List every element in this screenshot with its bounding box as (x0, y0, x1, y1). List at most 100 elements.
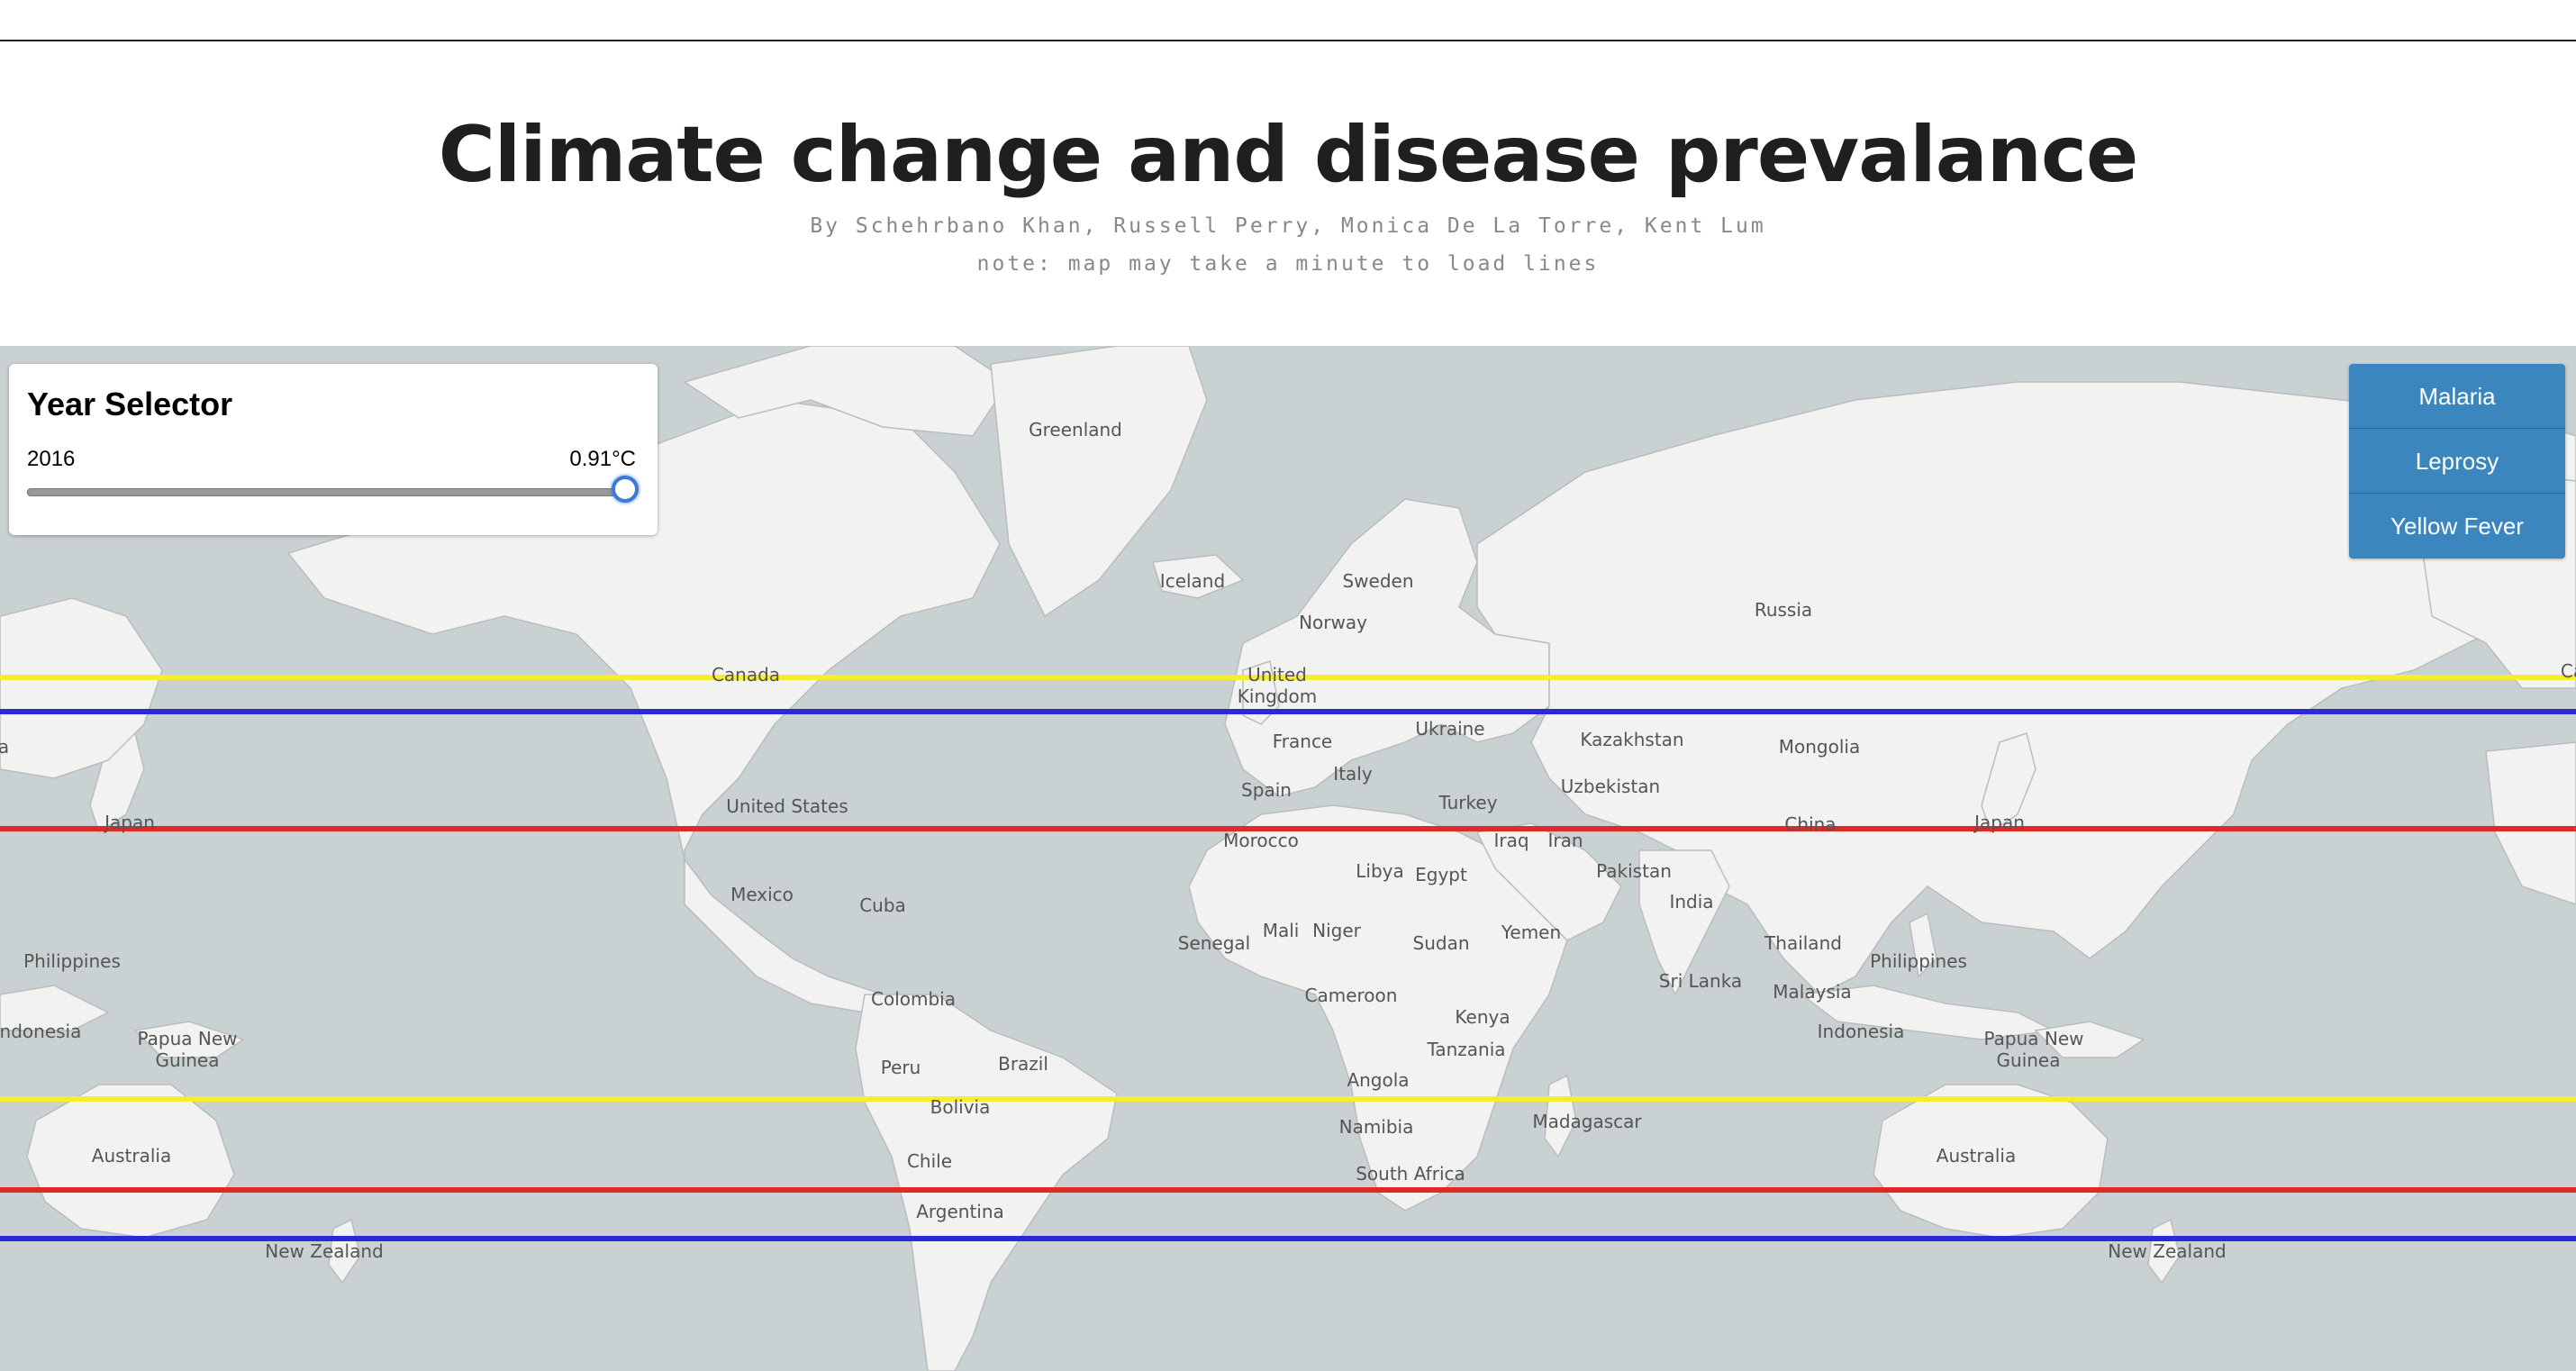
country-label: Ukraine (1415, 718, 1484, 740)
land-indonesia-west (0, 985, 110, 1031)
country-label: Iceland (1160, 570, 1225, 592)
land-png-west (133, 1021, 245, 1058)
country-label: Mongolia (1779, 736, 1860, 758)
loading-note: note: map may take a minute to load line… (976, 252, 1600, 276)
country-label-wrapped: Guinea (156, 1049, 220, 1071)
country-label: China (1784, 813, 1836, 835)
country-label: Mali (1263, 920, 1300, 941)
country-label: New Zealand (2108, 1240, 2226, 1262)
country-label: Russia (1755, 599, 1812, 621)
country-label: Argentina (916, 1201, 1004, 1222)
page-title: Climate change and disease prevalance (438, 110, 2139, 200)
land-australia (1873, 1084, 2109, 1239)
country-label: Uzbekistan (1561, 776, 1660, 797)
land-south-america (855, 994, 1118, 1371)
top-rule (0, 40, 2576, 41)
disease-button-group: Malaria Leprosy Yellow Fever (2349, 364, 2565, 558)
land-greenland (990, 346, 1208, 618)
country-label: Turkey (1438, 792, 1497, 813)
year-selector-panel: Year Selector 2016 0.91°C (9, 364, 658, 535)
country-label: Canada (712, 664, 780, 686)
country-label: Morocco (1223, 830, 1299, 851)
country-label: United States (726, 795, 848, 817)
country-label: Peru (881, 1057, 921, 1078)
country-label: Bolivia (930, 1096, 991, 1118)
land-new-zealand (2147, 1218, 2181, 1285)
country-label: India (1669, 891, 1713, 912)
land-arctic-islands (683, 346, 1011, 437)
country-label-wrapped: Australia (92, 1145, 171, 1167)
land-arabia (1475, 822, 1622, 941)
year-slider-handle[interactable] (612, 476, 639, 503)
country-label: Thailand (1764, 932, 1842, 954)
country-label: Guinea (1997, 1049, 2061, 1071)
country-label: Italy (1333, 763, 1373, 785)
land-png (2034, 1021, 2145, 1058)
landmasses (0, 346, 2576, 1371)
country-label-wrapped: Philippines (23, 950, 121, 972)
country-label: Sweden (1342, 570, 1413, 592)
country-label: Cameroon (1305, 985, 1398, 1006)
country-label: Chile (907, 1150, 952, 1172)
leprosy-button[interactable]: Leprosy (2349, 429, 2565, 494)
land-india (1638, 849, 1730, 996)
land-philippines (1909, 912, 1937, 978)
land-europe (1224, 498, 1550, 797)
country-label-wrapped: New Zealand (265, 1240, 383, 1262)
country-label: Australia (1937, 1145, 2016, 1167)
land-japan (1981, 732, 2036, 834)
land-asia-west (0, 597, 163, 779)
country-label: Kingdom (1238, 686, 1317, 707)
country-label: Japan (1973, 812, 2025, 833)
country-label: a (0, 736, 9, 758)
land-madagascar (1544, 1074, 1577, 1158)
land-north-america-east (2485, 741, 2576, 905)
country-label-wrapped: Japan (103, 812, 155, 833)
world-map[interactable]: Svalbard Greenland Iceland Sweden Norway Russ… (0, 346, 2576, 1371)
page-header: Climate change and disease prevalance By… (0, 41, 2576, 346)
country-label: Norway (1299, 612, 1367, 633)
malaria-button[interactable]: Malaria (2349, 364, 2565, 429)
land-iceland (1152, 554, 1245, 599)
country-label: Sudan (1413, 932, 1470, 954)
land-new-zealand-west (328, 1218, 361, 1285)
country-label: Sri Lanka (1659, 970, 1742, 992)
country-label-wrapped: Indonesia (0, 1021, 81, 1042)
map-canvas[interactable]: Svalbard Greenland Iceland Sweden Norway Russ… (0, 346, 2576, 1371)
country-label: Namibia (1339, 1116, 1414, 1138)
country-label: Yemen (1501, 922, 1561, 943)
country-label: Pakistan (1596, 860, 1672, 882)
country-label: Iran (1547, 830, 1583, 851)
country-label: Ca (2561, 660, 2576, 682)
country-label: Philippines (1870, 950, 1967, 972)
country-label: Angola (1347, 1069, 1409, 1091)
country-label: Libya (1356, 860, 1404, 882)
country-label: Madagascar (1532, 1111, 1642, 1132)
country-label: Brazil (998, 1053, 1048, 1075)
country-label: Malaysia (1773, 981, 1851, 1003)
yellow-fever-button[interactable]: Yellow Fever (2349, 494, 2565, 558)
country-label-wrapped: Papua New (137, 1028, 237, 1049)
year-slider-track[interactable] (27, 488, 627, 496)
country-label: Senegal (1178, 932, 1251, 954)
country-label: Spain (1241, 779, 1292, 801)
country-label: Tanzania (1426, 1039, 1505, 1060)
country-labels: Svalbard Greenland Iceland Sweden Norway Russ… (0, 346, 2576, 1262)
country-label: Niger (1312, 920, 1362, 941)
country-label: Kazakhstan (1580, 729, 1683, 750)
country-label: Cuba (859, 894, 906, 916)
country-label: Colombia (871, 988, 956, 1010)
country-label: Kenya (1455, 1006, 1510, 1028)
year-selector-title: Year Selector (27, 386, 233, 422)
country-label: Iraq (1493, 830, 1528, 851)
byline: By Schehrbano Khan, Russell Perry, Monic… (810, 214, 1766, 238)
land-australia-west (26, 1084, 235, 1239)
land-north-america (286, 399, 1001, 1032)
country-label: Egypt (1415, 864, 1467, 885)
country-label: France (1273, 731, 1333, 752)
country-label: Mexico (730, 884, 794, 905)
country-label: United (1247, 664, 1307, 686)
country-label: Svalbard (1347, 346, 1427, 347)
country-label: Greenland (1029, 419, 1122, 440)
country-label: Papua New (1983, 1028, 2083, 1049)
